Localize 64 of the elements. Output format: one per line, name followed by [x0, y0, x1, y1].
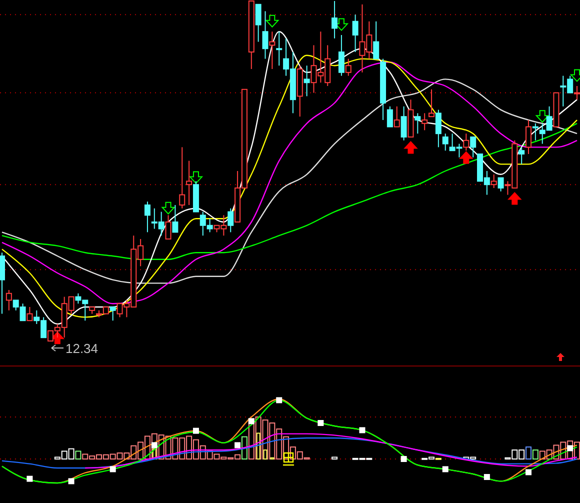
point — [404, 141, 418, 154]
point — [359, 427, 366, 434]
candlestick — [255, 4, 262, 42]
candlestick — [470, 136, 476, 158]
candlestick — [498, 177, 504, 192]
bar — [241, 436, 248, 460]
point — [26, 476, 33, 482]
point — [189, 171, 202, 184]
candlestick — [352, 14, 358, 52]
point — [442, 466, 448, 472]
candlestick — [228, 208, 234, 233]
candlestick — [26, 306, 33, 322]
candlestick — [394, 106, 400, 128]
candlestick — [490, 174, 497, 188]
candlestick — [518, 146, 525, 165]
point — [400, 456, 407, 462]
point — [460, 151, 473, 164]
bar — [256, 432, 260, 460]
candlestick — [332, 0, 338, 39]
candlestick — [373, 20, 380, 60]
candlestick — [574, 86, 580, 100]
candlestick — [269, 31, 276, 70]
candlestick — [442, 133, 448, 152]
candlestick — [276, 31, 282, 66]
candlestick — [304, 65, 310, 97]
bar — [152, 448, 156, 460]
candlestick — [0, 252, 5, 314]
candlestick — [165, 214, 172, 240]
candlestick — [6, 290, 12, 311]
candlestick — [144, 201, 150, 233]
bar — [526, 446, 532, 460]
bar — [332, 456, 338, 460]
bar — [75, 450, 82, 460]
point — [162, 202, 175, 214]
candlestick — [338, 34, 344, 76]
point — [234, 442, 241, 448]
point — [192, 428, 199, 434]
candlestick — [262, 10, 268, 60]
point — [318, 420, 324, 426]
candlestick — [400, 106, 407, 141]
candlestick — [172, 204, 178, 233]
bar — [532, 450, 538, 460]
candlestick — [428, 88, 435, 118]
candlestick — [186, 160, 192, 206]
candlestick — [345, 58, 352, 76]
annotation: 12.34 — [65, 341, 98, 356]
point — [526, 469, 532, 476]
point — [68, 478, 74, 484]
bar — [263, 450, 268, 460]
point — [536, 110, 549, 123]
candlestick — [386, 106, 393, 128]
candlestick — [179, 146, 186, 209]
candlestick — [435, 109, 442, 148]
point — [248, 418, 254, 424]
candlestick — [414, 112, 421, 134]
point — [508, 192, 522, 205]
point — [484, 474, 490, 480]
point — [151, 442, 158, 448]
candlestick — [110, 306, 116, 322]
point — [266, 14, 279, 28]
point — [567, 445, 574, 452]
point — [110, 466, 116, 472]
candlestick — [422, 112, 428, 131]
point — [276, 397, 282, 404]
